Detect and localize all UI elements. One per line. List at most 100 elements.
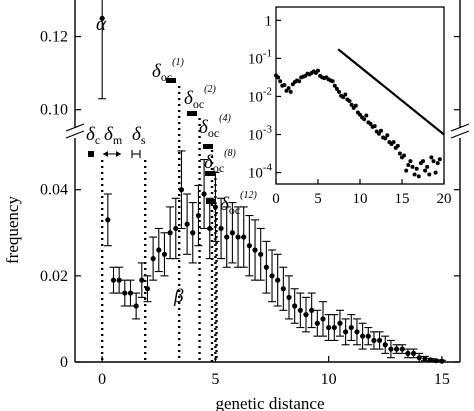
- beta-label: β: [173, 286, 184, 307]
- inset-point: [353, 103, 358, 108]
- inset-point: [404, 168, 409, 173]
- data-point: [200, 158, 209, 230]
- inset-x-tick-label: 0: [272, 191, 280, 207]
- delta-c-label: δc: [86, 124, 100, 147]
- data-point: [335, 309, 344, 337]
- inset-point: [332, 83, 337, 88]
- delta-oc8-label: δoc(8): [204, 148, 237, 175]
- inset-point: [276, 75, 281, 80]
- inset-x-tick-label: 10: [353, 191, 368, 207]
- main-ticks: 0 5 10 15 0 0.02 0.04 0.10 0.12: [40, 29, 460, 388]
- data-point: [228, 202, 237, 264]
- inset-point: [431, 159, 436, 164]
- data-point: [307, 292, 316, 329]
- alpha-label: α: [96, 14, 107, 35]
- data-point: [347, 314, 356, 342]
- inset-point: [425, 164, 430, 169]
- data-point: [103, 193, 112, 247]
- data-point: [166, 206, 175, 260]
- inset-point: [368, 121, 373, 126]
- data-point: [279, 266, 288, 311]
- data-point: [222, 206, 231, 268]
- data-point: [302, 296, 310, 333]
- data-point: [160, 232, 169, 277]
- inset-point: [330, 79, 335, 84]
- inset-point: [286, 86, 291, 91]
- data-point: [251, 219, 260, 281]
- delta-m-label: δm: [104, 124, 123, 147]
- inset-data-points: [274, 68, 442, 179]
- inset-point: [395, 143, 400, 148]
- data-point: [369, 331, 378, 350]
- data-point: [437, 358, 446, 364]
- data-point: [426, 357, 435, 363]
- y-axis-label: frequency: [3, 196, 22, 264]
- y-tick-label: 0: [60, 354, 68, 371]
- main-data-points: [98, 0, 446, 364]
- data-point: [188, 202, 197, 264]
- inset-point: [288, 89, 293, 94]
- delta-oc4-label: δoc(4): [199, 113, 232, 140]
- data-point: [256, 227, 265, 281]
- interval-markers: [88, 78, 216, 204]
- inset-point: [337, 89, 341, 94]
- data-point: [398, 344, 407, 354]
- inset-x-tick-label: 20: [437, 191, 452, 207]
- delta-oc2-label: δoc(2): [184, 84, 217, 111]
- data-point: [115, 266, 124, 294]
- data-point: [126, 279, 135, 307]
- inset-point: [372, 124, 377, 129]
- data-point: [386, 339, 395, 359]
- data-point: [98, 0, 107, 100]
- inset-point: [316, 68, 320, 73]
- data-point: [183, 193, 192, 255]
- data-point: [285, 275, 294, 320]
- inset-point: [433, 170, 438, 175]
- inset-point: [334, 86, 339, 91]
- data-point: [268, 249, 277, 303]
- x-tick-label: 5: [211, 371, 219, 388]
- data-point: [296, 292, 305, 329]
- data-point: [177, 150, 186, 230]
- inset-point: [364, 113, 369, 118]
- data-point: [392, 344, 401, 354]
- axis-break-right: [450, 123, 470, 139]
- inset-point: [427, 172, 432, 177]
- data-point: [273, 253, 282, 307]
- inset-x-tick-label: 5: [314, 191, 322, 207]
- inset-point: [376, 131, 381, 136]
- data-point: [143, 275, 152, 303]
- inset-point: [343, 92, 348, 97]
- inset-y-tick-label: 10-2: [248, 85, 272, 105]
- inset-point: [297, 79, 302, 84]
- data-point: [149, 236, 158, 281]
- data-point: [409, 348, 418, 359]
- inset-point: [391, 140, 396, 145]
- data-point: [211, 171, 220, 242]
- data-point: [154, 227, 163, 273]
- inset-point: [362, 117, 367, 122]
- data-point: [358, 322, 367, 350]
- inset-point: [408, 159, 413, 164]
- data-point: [194, 184, 203, 247]
- data-point: [375, 331, 384, 350]
- inset-point: [416, 174, 421, 179]
- inset-point: [397, 151, 402, 156]
- data-point: [330, 314, 339, 342]
- data-point: [245, 214, 254, 277]
- inset-point: [278, 79, 283, 84]
- data-point: [341, 318, 350, 346]
- data-point: [352, 318, 361, 346]
- x-tick-label: 10: [321, 371, 337, 388]
- inset-point: [282, 83, 287, 88]
- delta-s-label: δs: [132, 124, 146, 147]
- y-tick-label: 0.04: [40, 182, 68, 199]
- inset-y-tick-label: 1: [265, 13, 273, 29]
- inset-y-tick-label: 10-1: [248, 47, 272, 67]
- inset-y-tick-label: 10-4: [248, 162, 273, 182]
- data-point: [415, 352, 424, 363]
- inset-frame: [275, 6, 445, 185]
- data-point: [381, 335, 390, 354]
- y-tick-label: 0.12: [40, 29, 68, 46]
